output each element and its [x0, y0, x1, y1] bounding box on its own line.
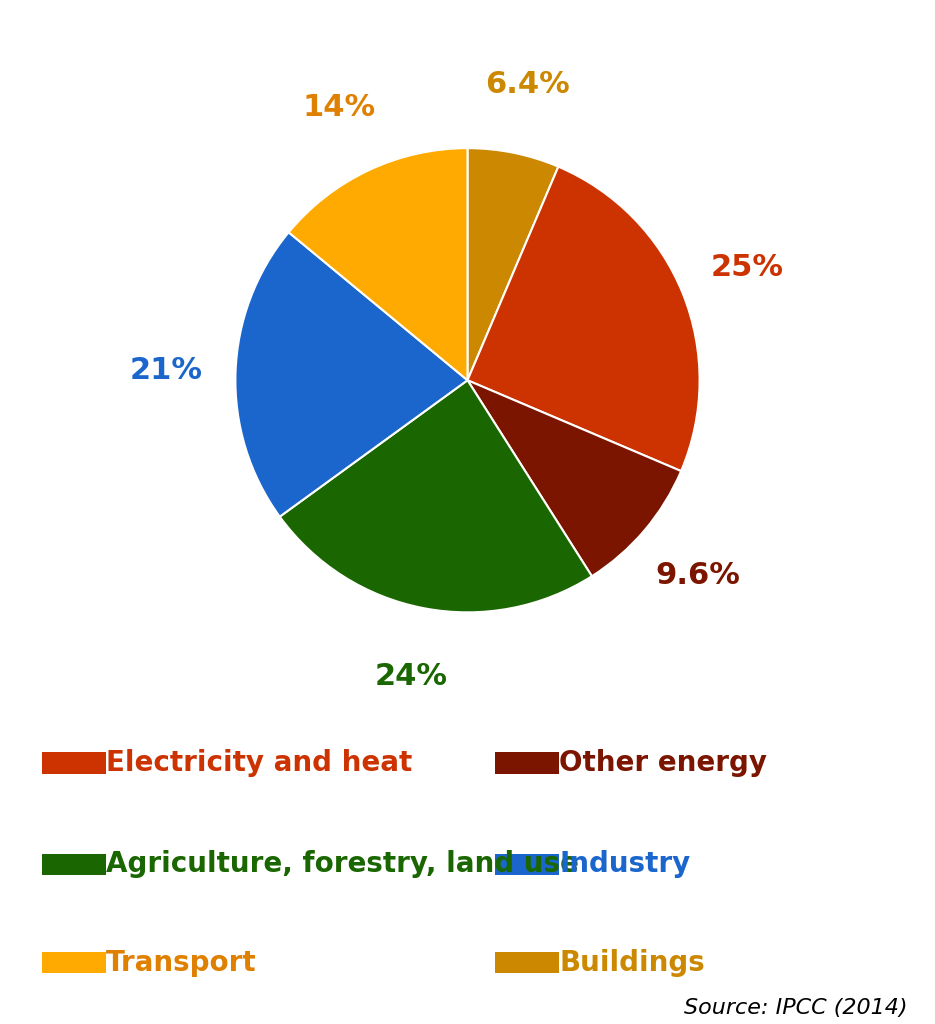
Text: 25%: 25%: [711, 253, 784, 282]
FancyBboxPatch shape: [496, 854, 559, 874]
Wedge shape: [236, 232, 468, 517]
FancyBboxPatch shape: [496, 952, 559, 973]
FancyBboxPatch shape: [42, 854, 106, 874]
Text: 9.6%: 9.6%: [655, 561, 740, 590]
FancyBboxPatch shape: [42, 752, 106, 774]
FancyBboxPatch shape: [42, 952, 106, 973]
Wedge shape: [468, 148, 558, 380]
Text: 6.4%: 6.4%: [485, 70, 570, 99]
Text: Other energy: Other energy: [559, 749, 768, 777]
Text: Electricity and heat: Electricity and heat: [106, 749, 412, 777]
Text: 21%: 21%: [129, 356, 202, 385]
Text: Agriculture, forestry, land use: Agriculture, forestry, land use: [106, 850, 579, 879]
Text: Transport: Transport: [106, 948, 256, 977]
Wedge shape: [289, 148, 468, 380]
Wedge shape: [468, 380, 681, 577]
Wedge shape: [280, 380, 592, 612]
FancyBboxPatch shape: [496, 752, 559, 774]
Text: Source: IPCC (2014): Source: IPCC (2014): [684, 997, 908, 1018]
Text: 14%: 14%: [302, 93, 376, 122]
Text: Industry: Industry: [559, 850, 691, 879]
Text: Buildings: Buildings: [559, 948, 705, 977]
Wedge shape: [468, 167, 699, 471]
Text: 24%: 24%: [374, 663, 448, 691]
